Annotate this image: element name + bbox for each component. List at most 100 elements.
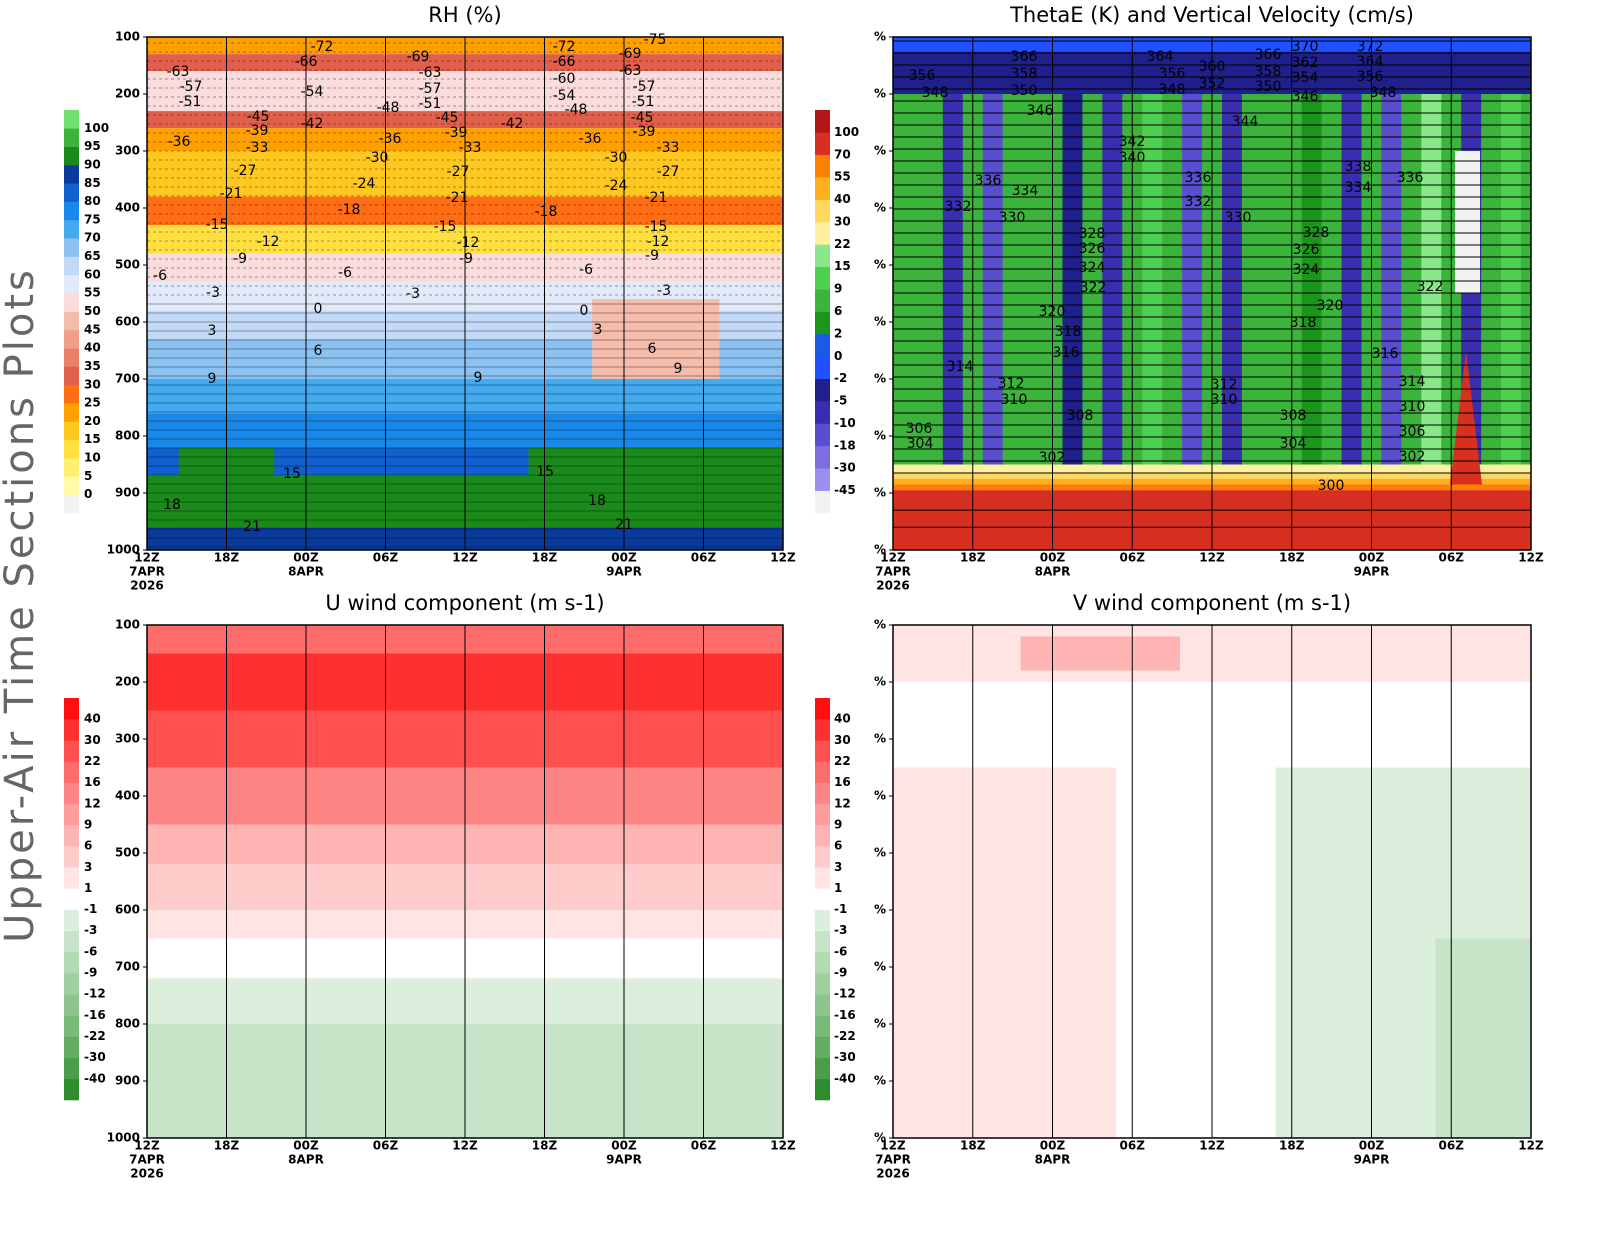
colorbar-label: 70 (834, 147, 851, 161)
colorbar-swatch (64, 146, 79, 166)
contour-label: -30 (366, 150, 389, 166)
contour-label: -63 (619, 63, 642, 79)
contour-label: 322 (1080, 280, 1107, 296)
colorbar-swatch (64, 293, 79, 312)
colorbar-swatch (64, 867, 79, 889)
y-tick-label: % (874, 675, 886, 689)
colorbar-label: -30 (834, 461, 856, 475)
colorbar-label: -9 (834, 966, 847, 980)
contour-label: 344 (1232, 114, 1259, 130)
colorbar-label: -16 (834, 1008, 856, 1022)
x-date-label: 9APR (606, 565, 642, 579)
colorbar-label: -40 (834, 1071, 856, 1085)
colorbar-swatch (815, 824, 830, 847)
colorbar-label: 1 (84, 881, 92, 895)
colorbar-swatch (815, 888, 830, 910)
contour-label: 310 (1001, 392, 1028, 408)
contour-label: -3 (657, 283, 671, 299)
x-year-label: 2026 (876, 579, 909, 593)
contour-label: 334 (1345, 180, 1372, 196)
colorbar-swatch (64, 128, 79, 147)
colorbar-label: 30 (84, 377, 101, 391)
contour-label: 346 (1292, 89, 1319, 105)
colorbar-label: 70 (84, 231, 101, 245)
colorbar-swatch (815, 909, 830, 932)
contour-label: -33 (657, 140, 680, 156)
contour-label: -27 (234, 163, 257, 179)
colorbar-swatch (64, 439, 79, 459)
y-tick-label: % (874, 30, 886, 44)
contour-label: 304 (1280, 436, 1307, 452)
x-tick-label: 06Z (373, 1139, 399, 1153)
contour-label: -51 (179, 94, 202, 110)
colorbar-swatch (64, 846, 79, 868)
colorbar-label: 40 (84, 341, 101, 355)
contour-label: 322 (1417, 279, 1444, 295)
contour-label: -36 (168, 134, 191, 150)
x-tick-label: 00Z (1040, 551, 1066, 565)
contour-label: 340 (1119, 150, 1146, 166)
contour-label: 330 (1225, 210, 1252, 226)
contour-fill (1182, 94, 1203, 465)
contour-label: -21 (446, 190, 469, 206)
colorbar-swatch (815, 311, 830, 335)
colorbar-label: 45 (84, 322, 101, 336)
x-tick-label: 00Z (293, 1139, 319, 1153)
contour-label: 342 (1119, 134, 1146, 150)
y-tick-label: % (874, 87, 886, 101)
contour-label: -63 (167, 64, 190, 80)
colorbar-label: 22 (84, 754, 101, 768)
contour-label: 300 (1318, 478, 1345, 494)
contour-label: 6 (648, 341, 657, 357)
contour-label: 306 (1399, 424, 1426, 440)
contour-fill (1501, 94, 1522, 465)
contour-label: -18 (535, 204, 558, 220)
contour-label: 330 (999, 210, 1026, 226)
contour-label: -51 (419, 96, 442, 112)
x-date-label: 7APR (875, 565, 911, 579)
y-tick-label: % (874, 1074, 886, 1088)
colorbar-label: 100 (834, 125, 859, 139)
contour-fill (1435, 938, 1531, 1138)
colorbar-swatch (815, 221, 830, 245)
colorbar-swatch (815, 244, 830, 268)
colorbar-label: 10 (84, 451, 101, 465)
y-tick-label: 900 (115, 1074, 140, 1088)
colorbar-swatch (815, 846, 830, 868)
colorbar-swatch (64, 824, 79, 847)
x-date-label: 8APR (1035, 565, 1071, 579)
contour-label: -45 (436, 110, 459, 126)
contour-label: 352 (1199, 76, 1226, 92)
plot-frame (146, 36, 784, 551)
colorbar-swatch (815, 803, 830, 826)
colorbar-swatch (815, 199, 830, 223)
contour-label: 360 (1199, 59, 1226, 75)
y-tick-label: 300 (115, 144, 140, 158)
y-tick-label: 200 (115, 675, 140, 689)
colorbar-swatch (64, 973, 79, 995)
contour-label: -45 (247, 109, 270, 125)
colorbar-swatch (64, 256, 79, 276)
colorbar-swatch (815, 445, 830, 469)
contour-label: 302 (1399, 449, 1426, 465)
x-tick-label: 12Z (770, 1139, 796, 1153)
contour-label: 312 (998, 376, 1025, 392)
colorbar-swatch (815, 356, 830, 379)
colorbar-swatch (64, 803, 79, 826)
x-tick-label: 18Z (532, 1139, 558, 1153)
contour-label: 0 (314, 301, 323, 317)
colorbar-label: 3 (84, 860, 92, 874)
y-tick-label: 1000 (107, 1131, 140, 1145)
contour-label: 346 (1027, 103, 1054, 119)
x-tick-label: 06Z (691, 551, 717, 565)
colorbar-swatch (815, 110, 830, 133)
contour-fill (982, 94, 1003, 465)
contour-fill (1421, 94, 1442, 465)
y-tick-label: 400 (115, 789, 140, 803)
colorbar-label: -10 (834, 416, 856, 430)
contour-label: 15 (283, 466, 301, 482)
colorbar-swatch (815, 423, 830, 447)
contour-label: -12 (257, 234, 280, 250)
y-tick-label: % (874, 486, 886, 500)
colorbar-label: 60 (84, 267, 101, 281)
